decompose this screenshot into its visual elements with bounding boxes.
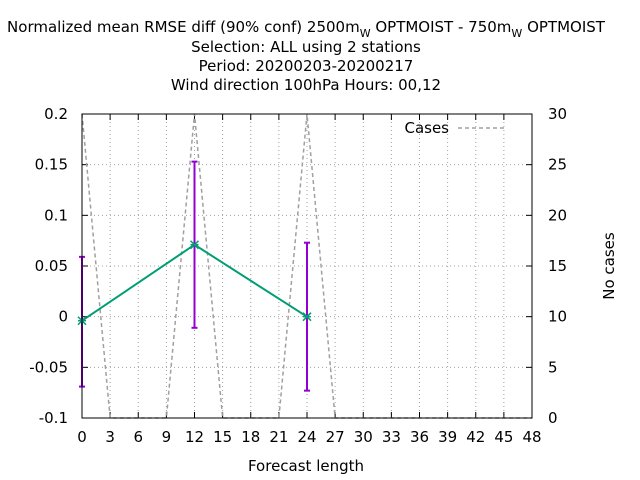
y2-tick-label: 5 [548,358,558,376]
svg-text:Normalized mean RMSE diff (90%: Normalized mean RMSE diff (90% conf) 250… [7,18,606,40]
y-tick-label: 0.15 [35,156,68,174]
title-main-part1: Normalized mean RMSE diff (90% conf) 250… [7,18,360,36]
x-tick-label: 33 [382,428,401,446]
x-tick-label: 3 [105,428,115,446]
title-main-part2: OPTMOIST - 750m [371,18,512,36]
title-main-part3: OPTMOIST [522,18,605,36]
x-tick-label: 15 [213,428,232,446]
x-tick-label: 48 [522,428,541,446]
title-period: Period: 20200203-20200217 [199,57,414,75]
title-selection: Selection: ALL using 2 stations [191,38,421,56]
y2-tick-label: 15 [548,257,567,275]
chart-title: Normalized mean RMSE diff (90% conf) 250… [7,18,606,94]
x-tick-label: 24 [297,428,316,446]
data-point [189,240,200,250]
x-tick-label: 21 [269,428,288,446]
x-tick-label: 42 [466,428,485,446]
y-tick-label: 0.2 [44,105,68,123]
title-subscript-1: W [360,27,371,40]
x-tick-label: 6 [133,428,143,446]
x-tick-label: 30 [354,428,373,446]
y2-tick-label: 0 [548,409,558,427]
x-axis-label: Forecast length [248,457,364,475]
y2-axis-label: No cases [600,232,618,300]
legend: Cases [404,119,506,137]
x-tick-label: 9 [162,428,172,446]
title-subscript-2: W [511,27,522,40]
y-tick-label: -0.1 [39,409,68,427]
plot-frame [81,113,533,419]
legend-label-cases: Cases [404,119,449,137]
title-parameter: Wind direction 100hPa Hours: 00,12 [171,76,441,94]
y-tick-label: 0.05 [35,257,68,275]
x-tick-label: 27 [326,428,345,446]
data-point [302,312,312,322]
y2-tick-label: 20 [548,206,567,224]
x-tick-label: 18 [241,428,260,446]
y-tick-label: 0.1 [44,206,68,224]
y-tick-label: 0 [58,308,68,326]
y2-tick-label: 10 [548,308,567,326]
x-tick-label: 45 [494,428,513,446]
x-tick-label: 12 [185,428,204,446]
y2-tick-label: 30 [548,105,567,123]
y2-tick-label: 25 [548,156,567,174]
x-tick-label: 36 [410,428,429,446]
y-tick-label: -0.05 [29,358,68,376]
x-tick-label: 39 [438,428,457,446]
x-tick-label: 0 [77,428,87,446]
axis-ticks: 0 3 6 9 12 15 18 21 24 27 30 33 36 39 42 45 48-0.1-0.050… [29,105,567,446]
